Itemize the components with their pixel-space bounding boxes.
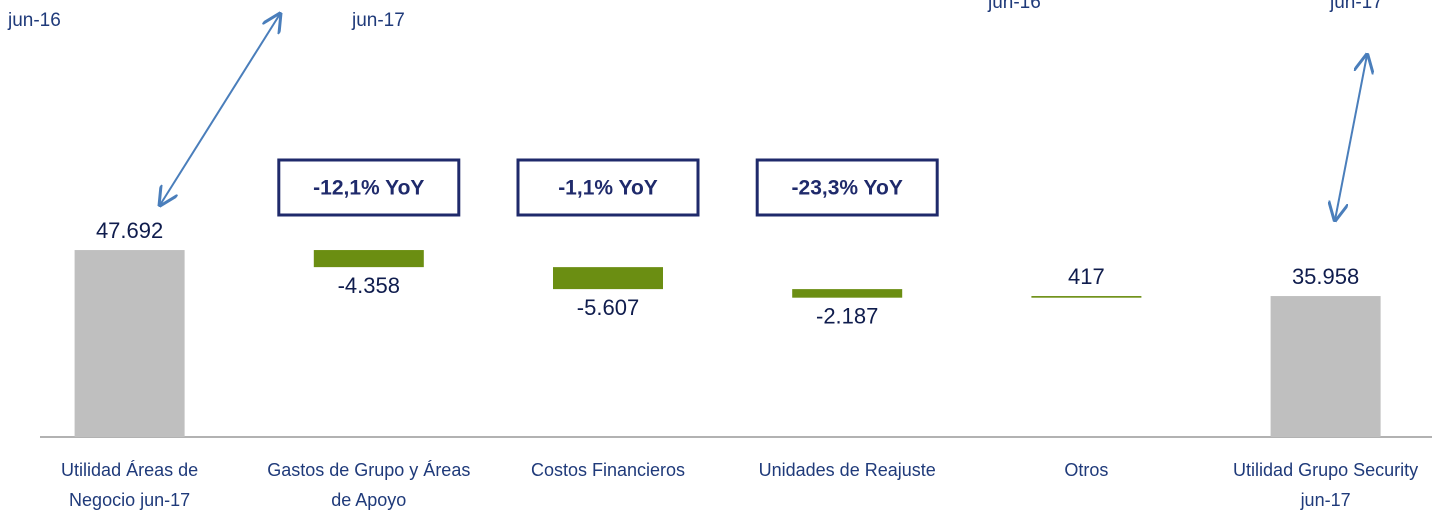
value-label: -2.187 (816, 303, 878, 328)
x-tick-label: Utilidad Áreas de Negocio jun-17 (61, 460, 199, 510)
arrow (160, 14, 280, 205)
x-tick-label: Unidades de Reajuste (758, 460, 936, 480)
yoy-box (277, 158, 461, 217)
bar (792, 289, 903, 298)
x-tick-label: Gastos de Grupo y Áreas de Apoyo (267, 460, 471, 510)
yoy-label: -12,1% YoY (313, 177, 424, 200)
yoy-box (755, 158, 939, 217)
annotation: jun-17 (352, 10, 405, 31)
annotation: jun-16 (8, 10, 61, 31)
value-label: -4.358 (338, 273, 400, 298)
annotation: jun-16 (988, 0, 1041, 13)
bar (313, 250, 424, 268)
yoy-label: -1,1% YoY (558, 177, 658, 200)
bar (553, 267, 663, 290)
bar (1270, 296, 1381, 437)
bar (1031, 296, 1142, 298)
value-label: 417 (1068, 264, 1105, 289)
x-tick-label: Costos Financieros (530, 460, 686, 480)
annotation: jun-17 (1330, 0, 1383, 13)
bar (74, 250, 185, 437)
arrow (1335, 55, 1367, 220)
value-label: -5.607 (577, 295, 639, 320)
value-label: 47.692 (96, 218, 163, 243)
x-tick-label: Utilidad Grupo Security jun-17 (1233, 460, 1419, 510)
x-tick-label: Otros (1064, 460, 1109, 480)
value-label: 35.958 (1292, 264, 1359, 289)
yoy-label: -23,3% YoY (792, 177, 903, 200)
yoy-box (516, 158, 700, 217)
